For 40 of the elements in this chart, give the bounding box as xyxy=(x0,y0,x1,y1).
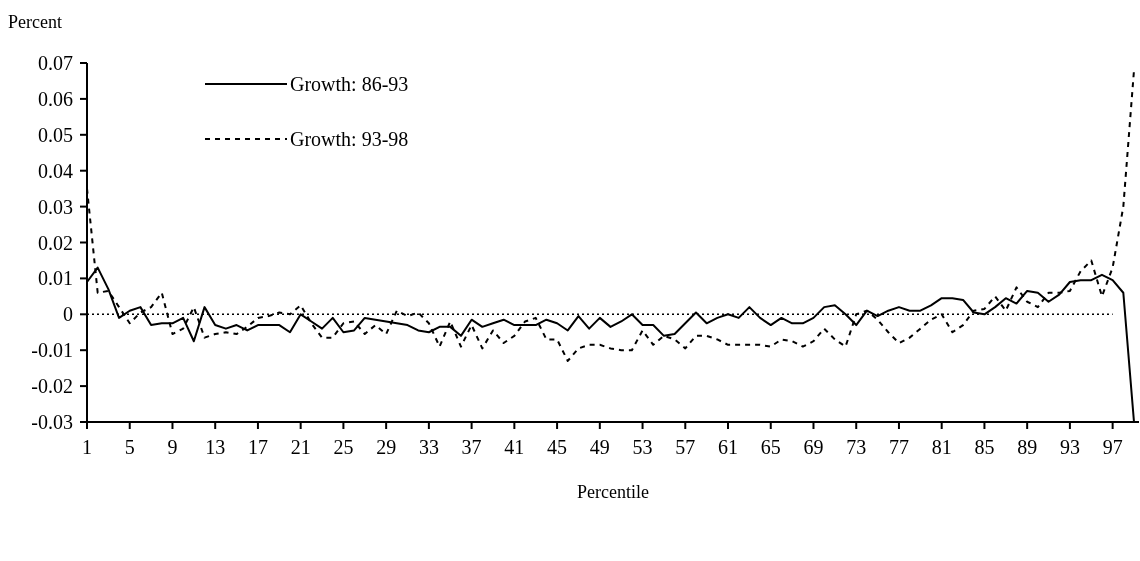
x-tick-label: 77 xyxy=(888,436,909,458)
x-tick-label: 41 xyxy=(504,436,525,458)
legend-label: Growth: 93-98 xyxy=(290,128,409,150)
x-tick-label: 81 xyxy=(931,436,952,458)
y-axis-title: Percent xyxy=(8,12,62,32)
x-tick-label: 37 xyxy=(461,436,482,458)
x-axis-title: Percentile xyxy=(577,482,649,502)
x-tick-label: 45 xyxy=(547,436,568,458)
legend-label: Growth: 86-93 xyxy=(290,73,409,95)
x-tick-label: 85 xyxy=(974,436,995,458)
x-tick-label: 89 xyxy=(1017,436,1038,458)
y-tick-label: 0 xyxy=(63,303,73,326)
x-tick-label: 57 xyxy=(675,436,696,458)
y-tick-label: -0.03 xyxy=(31,411,73,433)
x-tick-label: 49 xyxy=(589,436,610,458)
x-tick-label: 17 xyxy=(247,436,268,458)
y-tick-label: 0.03 xyxy=(38,195,73,218)
x-tick-label: 53 xyxy=(632,436,653,458)
y-tick-label: 0.07 xyxy=(38,52,73,74)
x-tick-label: 61 xyxy=(718,436,739,458)
x-tick-label: 93 xyxy=(1059,436,1080,458)
x-tick-label: 1 xyxy=(82,436,92,458)
y-tick-label: 0.04 xyxy=(38,159,73,182)
y-tick-label: -0.01 xyxy=(31,339,73,362)
y-tick-label: 0.01 xyxy=(38,267,73,290)
x-tick-label: 5 xyxy=(124,436,135,458)
y-tick-label: 0.06 xyxy=(38,87,73,110)
y-tick-label: 0.05 xyxy=(38,123,73,146)
x-tick-label: 13 xyxy=(205,436,226,458)
x-tick-label: 33 xyxy=(418,436,439,458)
x-tick-label: 21 xyxy=(290,436,311,458)
x-tick-label: 9 xyxy=(167,436,178,458)
x-tick-label: 29 xyxy=(376,436,397,458)
x-tick-label: 65 xyxy=(760,436,781,458)
x-tick-label: 25 xyxy=(333,436,354,458)
x-tick-label: 97 xyxy=(1102,436,1123,458)
y-tick-label: 0.02 xyxy=(38,231,73,254)
y-tick-label: -0.02 xyxy=(31,375,73,398)
x-tick-label: 73 xyxy=(846,436,867,458)
x-tick-label: 69 xyxy=(803,436,824,458)
